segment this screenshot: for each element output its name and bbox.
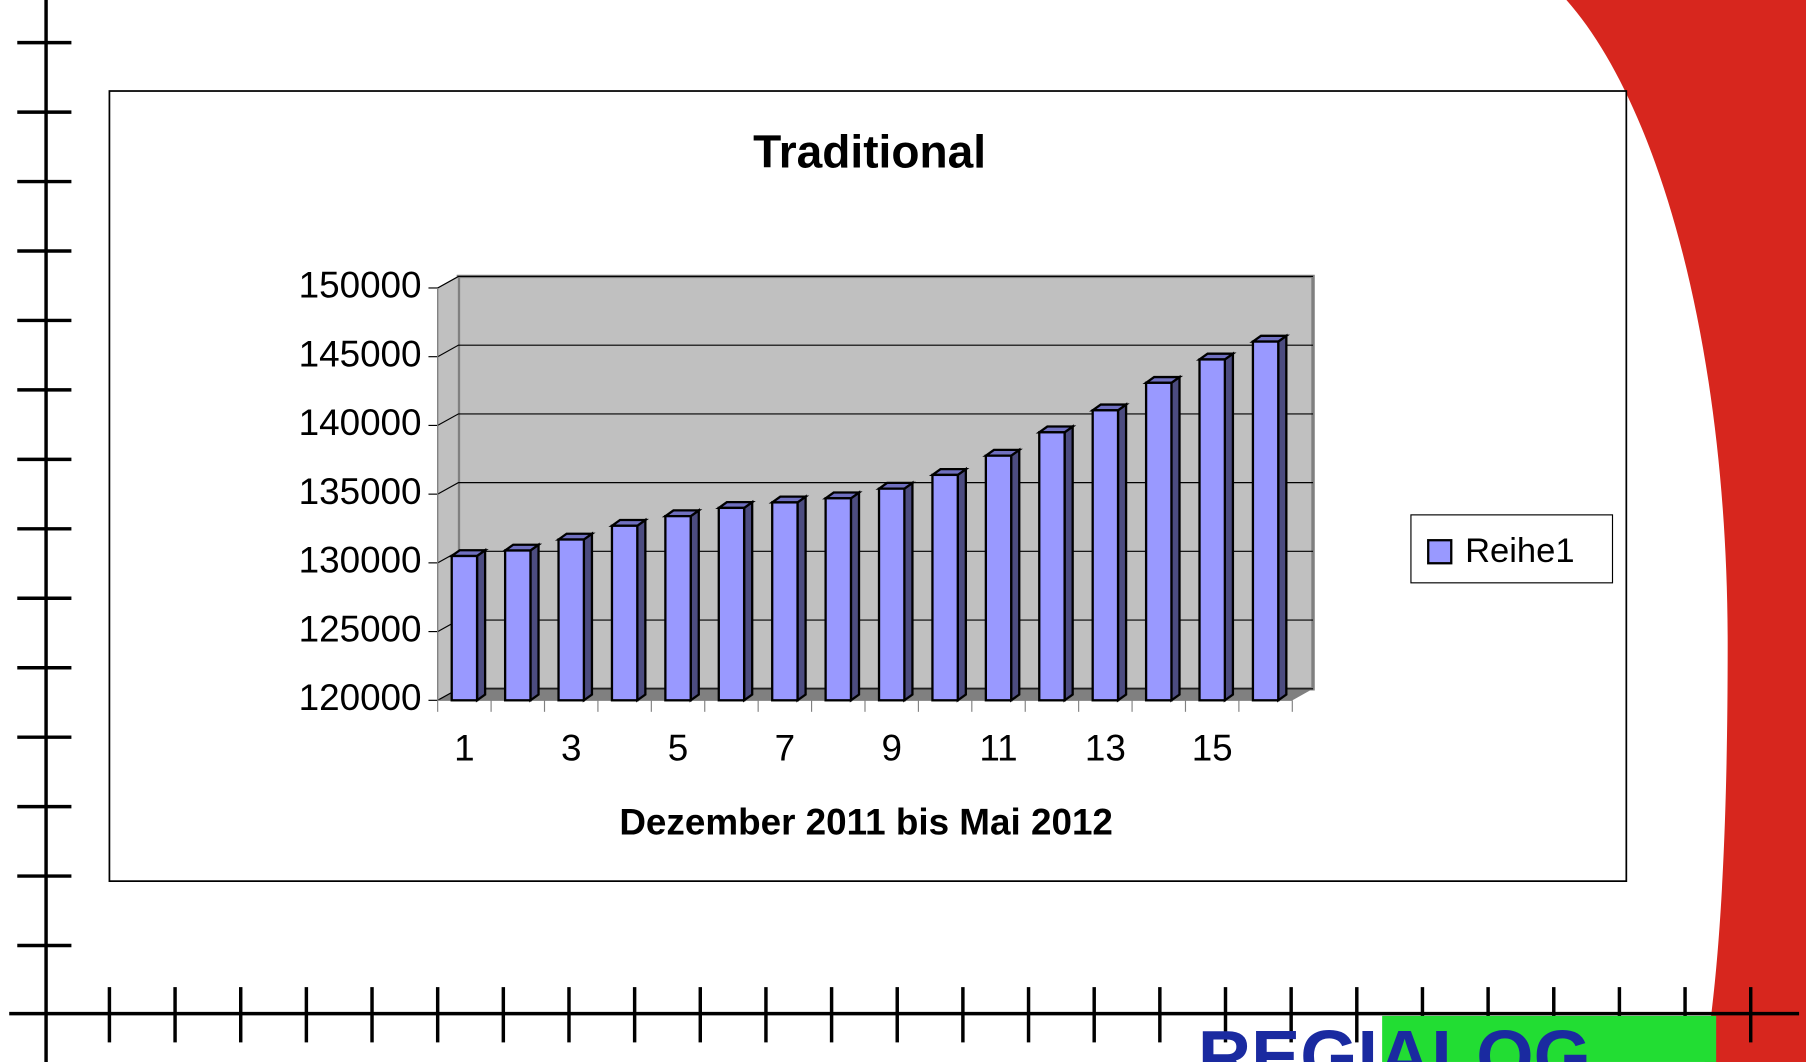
bar (612, 526, 637, 701)
y-tick-label: 150000 (299, 265, 422, 306)
x-axis-title: Dezember 2011 bis Mai 2012 (619, 801, 1113, 842)
logo: REGIALOG (1198, 1014, 1591, 1062)
y-tick-label: 145000 (299, 333, 422, 374)
y-tick-label: 125000 (299, 608, 422, 649)
bar (772, 502, 797, 700)
bar-side (1118, 405, 1126, 701)
bar-side (584, 534, 592, 701)
bar-side (1225, 354, 1233, 701)
bar-side (1171, 377, 1179, 700)
bar-side (1065, 427, 1073, 701)
bar (665, 516, 690, 700)
legend-label: Reihe1 (1465, 532, 1574, 570)
y-tick-label: 140000 (299, 402, 422, 443)
bar-side (530, 545, 538, 701)
bar (1200, 359, 1225, 700)
legend-swatch (1428, 540, 1451, 563)
bar (1146, 383, 1171, 701)
bar (1039, 432, 1064, 700)
x-tick-label: 15 (1192, 728, 1233, 769)
bar (1093, 410, 1118, 700)
x-tick-label: 11 (979, 728, 1017, 769)
y-tick-label: 130000 (299, 540, 422, 581)
bar-side (958, 469, 966, 700)
x-tick-label: 3 (561, 728, 582, 769)
bar-side (477, 550, 485, 700)
x-tick-label: 13 (1085, 728, 1126, 769)
x-tick-label: 5 (668, 728, 689, 769)
bar-side (744, 502, 752, 700)
chart-title: Traditional (753, 126, 986, 178)
bar (452, 556, 477, 700)
slide: REGIALOG Traditional Dezember 2011 bis M… (0, 0, 1806, 1062)
bar-side (1278, 336, 1286, 700)
bar (505, 550, 530, 700)
bar-side (851, 493, 859, 701)
x-tick-label: 9 (881, 728, 902, 769)
bar-side (637, 520, 645, 700)
x-tick-label: 1 (454, 728, 475, 769)
bar (932, 475, 957, 700)
page: REGIALOG Traditional Dezember 2011 bis M… (0, 0, 1806, 1062)
bar-side (691, 510, 699, 700)
bar (879, 489, 904, 701)
bar (1253, 342, 1278, 701)
bar (559, 540, 584, 701)
bar-side (798, 497, 806, 701)
x-tick-label: 7 (775, 728, 796, 769)
bar-side (904, 483, 912, 700)
bar (719, 508, 744, 700)
bar (826, 498, 851, 700)
bar-side (1011, 450, 1019, 700)
y-tick-label: 120000 (299, 677, 422, 718)
bar (986, 456, 1011, 701)
y-tick-label: 135000 (299, 471, 422, 512)
